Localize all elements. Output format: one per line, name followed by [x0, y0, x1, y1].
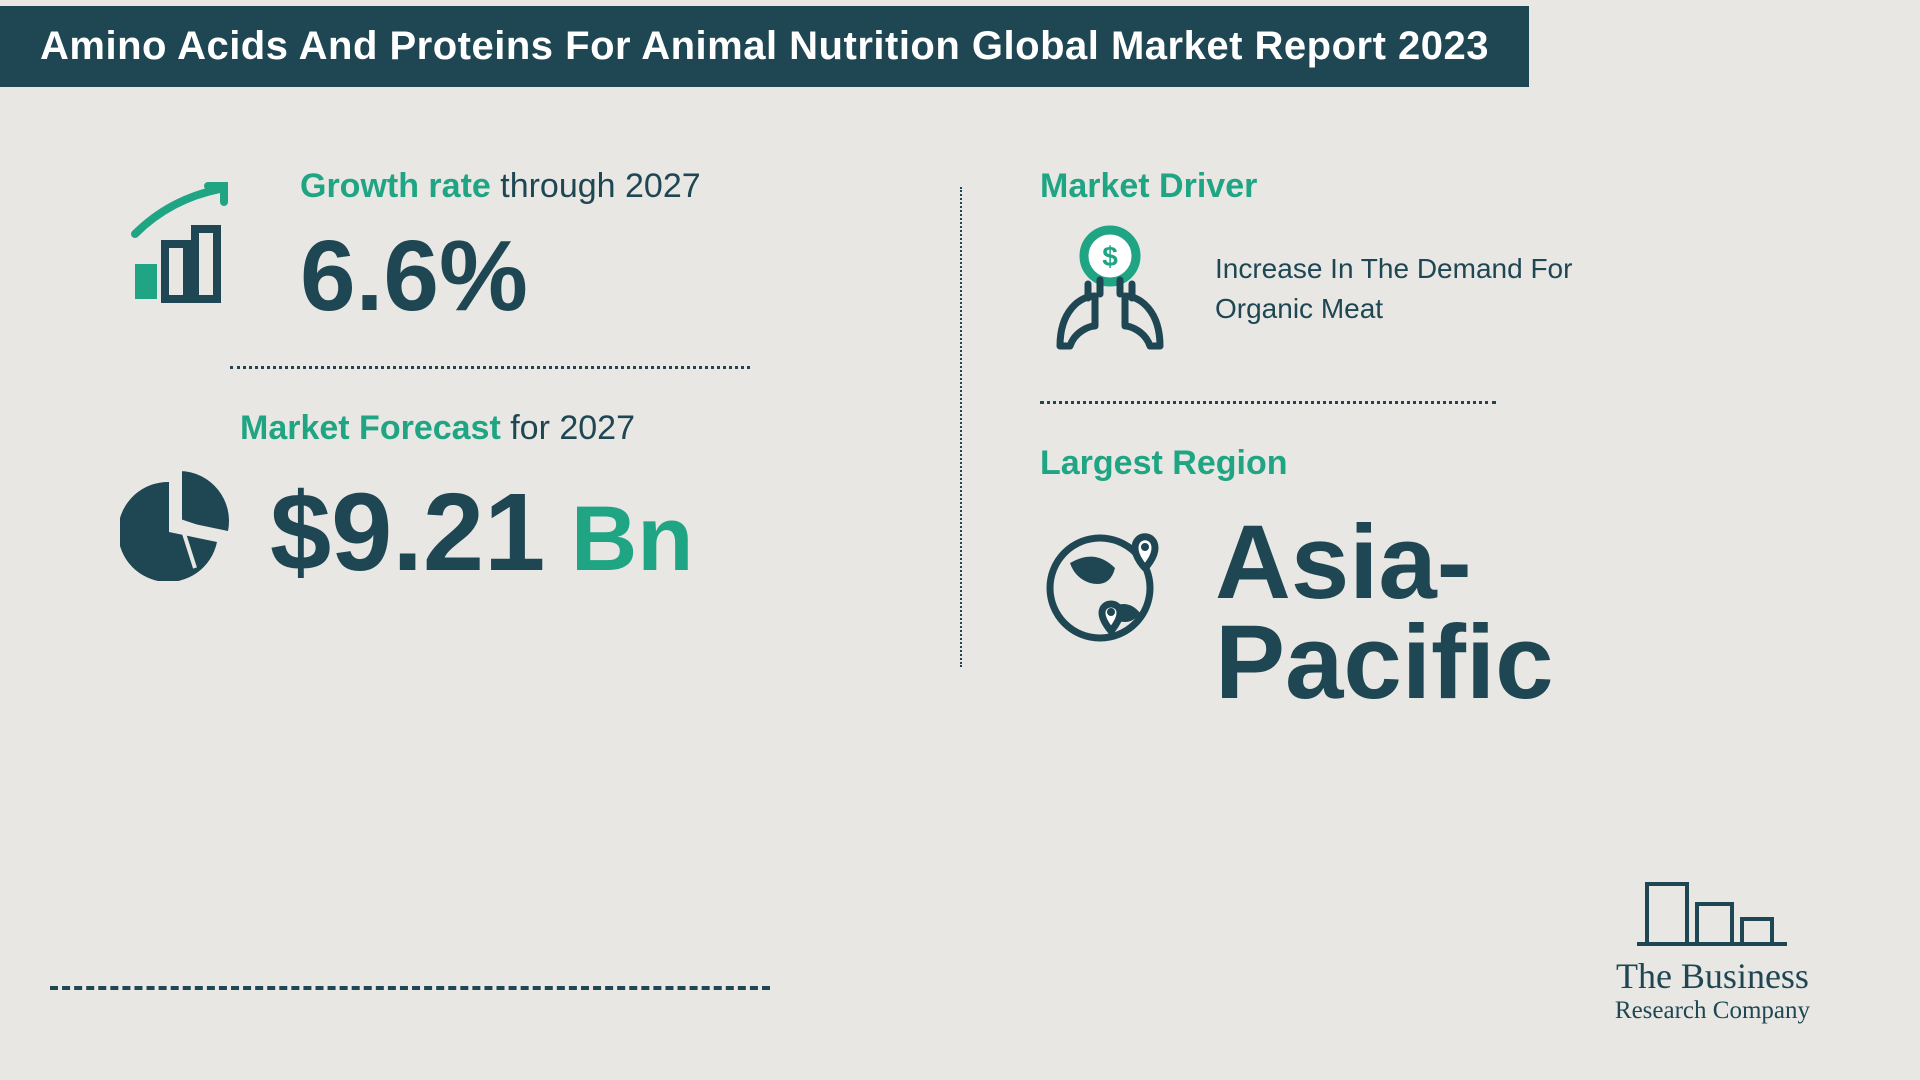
- region-value-line2: Pacific: [1215, 604, 1554, 721]
- driver-label: Market Driver: [1040, 167, 1257, 205]
- pie-chart-icon: [120, 461, 240, 586]
- region-label: Largest Region: [1040, 444, 1287, 482]
- driver-heading: Market Driver: [1040, 167, 1800, 206]
- driver-block: Market Driver $: [1040, 167, 1800, 361]
- region-block: Largest Region: [1040, 444, 1800, 713]
- left-column: Growth rate through 2027 6.6% Market For…: [120, 167, 960, 1077]
- vertical-divider: [960, 187, 962, 667]
- dotted-divider-right: [1040, 401, 1496, 404]
- region-heading: Largest Region: [1040, 444, 1800, 483]
- forecast-value: $9.21 Bn: [270, 478, 693, 588]
- growth-heading: Growth rate through 2027: [300, 167, 920, 206]
- header-title-bar: Amino Acids And Proteins For Animal Nutr…: [0, 6, 1529, 87]
- svg-text:$: $: [1102, 241, 1118, 272]
- globe-pins-icon: [1040, 513, 1180, 658]
- forecast-block: Market Forecast for 2027: [120, 409, 920, 588]
- forecast-label-rest: for 2027: [501, 409, 635, 447]
- buildings-icon: [1632, 869, 1792, 949]
- growth-label-strong: Growth rate: [300, 167, 491, 205]
- forecast-value-unit: Bn: [545, 488, 693, 590]
- growth-block: Growth rate through 2027 6.6%: [120, 167, 920, 326]
- logo-line2: Research Company: [1615, 997, 1810, 1025]
- logo-line1: The Business: [1615, 955, 1810, 997]
- forecast-label-strong: Market Forecast: [240, 409, 501, 447]
- forecast-value-num: $9.21: [270, 471, 545, 594]
- growth-value: 6.6%: [300, 226, 920, 326]
- dotted-divider-left: [230, 366, 750, 369]
- growth-label-rest: through 2027: [491, 167, 701, 205]
- header-title: Amino Acids And Proteins For Animal Nutr…: [40, 24, 1489, 68]
- company-logo: The Business Research Company: [1615, 869, 1810, 1025]
- driver-text: Increase In The Demand For Organic Meat: [1215, 249, 1575, 327]
- bar-chart-arrow-icon: [120, 174, 260, 319]
- bottom-dashed-line: [50, 986, 770, 990]
- hands-coin-icon: $: [1040, 216, 1180, 361]
- forecast-heading: Market Forecast for 2027: [240, 409, 920, 448]
- region-value: Asia- Pacific: [1215, 513, 1554, 713]
